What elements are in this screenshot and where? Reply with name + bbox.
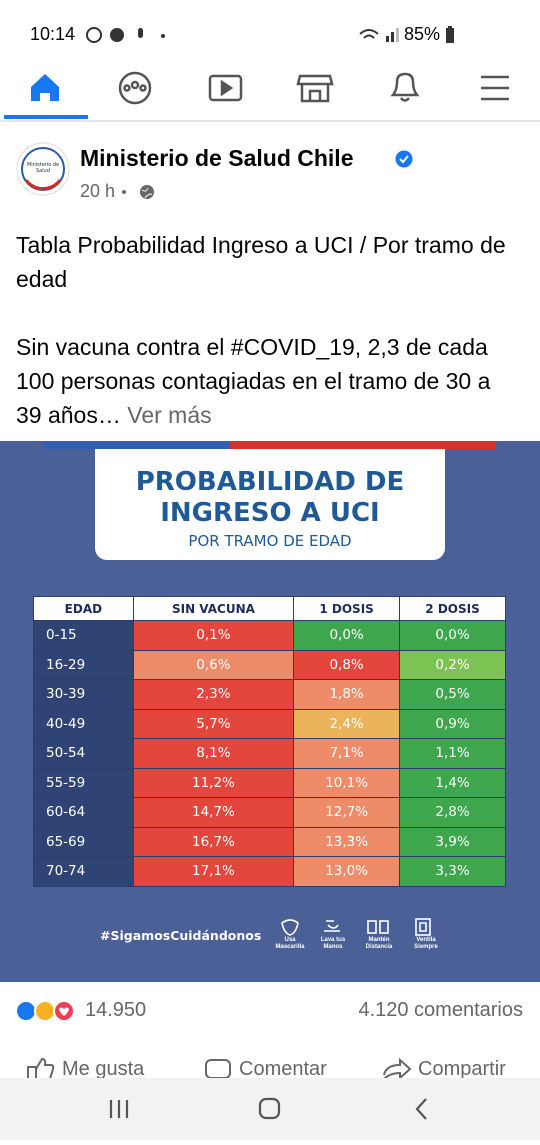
post-text: Sin vacuna contra el #COVID_19, 2,3 de c… <box>16 334 491 428</box>
system-nav-icons <box>109 1097 427 1120</box>
probability-cell: 0,2% <box>399 649 506 680</box>
page-logo[interactable]: Ministerio de Salud <box>16 142 70 196</box>
tip: Lava tus Manos <box>320 937 346 950</box>
share-button[interactable]: Compartir <box>418 1058 506 1080</box>
hashtag: #SigamosCuidándonos <box>100 928 262 943</box>
column-header: 2 DOSIS <box>399 596 506 621</box>
table-row: 40-49 5,7% 2,4% 0,9% <box>33 708 506 739</box>
column-header: SIN VACUNA <box>132 596 295 621</box>
like-button[interactable]: Me gusta <box>62 1058 145 1080</box>
probability-cell: 7,1% <box>293 738 401 769</box>
probability-cell: 2,8% <box>399 797 506 828</box>
comment-button[interactable]: Comentar <box>239 1058 327 1080</box>
audience-icon <box>122 185 154 199</box>
info-title-1: PROBABILIDAD DE <box>135 467 405 497</box>
probability-cell: 11,2% <box>132 767 295 798</box>
header-row: EDAD SIN VACUNA 1 DOSIS 2 DOSIS <box>33 596 506 621</box>
battery-icon <box>446 26 454 43</box>
age-cell: 30-39 <box>33 679 134 710</box>
age-cell: 16-29 <box>33 649 134 680</box>
probability-cell: 1,1% <box>399 738 506 769</box>
status-icons <box>86 27 165 43</box>
see-more[interactable]: Ver más <box>127 402 212 428</box>
info-title-2: INGRESO A UCI <box>160 498 380 528</box>
probability-cell: 0,8% <box>293 649 401 680</box>
recents-button[interactable] <box>109 1100 129 1118</box>
probability-cell: 2,4% <box>293 708 401 739</box>
comment-count[interactable]: 4.120 comentarios <box>358 999 523 1021</box>
tip: Ventila Siempre <box>414 937 438 950</box>
watch-tab[interactable] <box>208 74 243 102</box>
title-card: PROBABILIDAD DE INGRESO A UCI POR TRAMO … <box>95 449 445 560</box>
probability-cell: 17,1% <box>132 856 295 887</box>
marketplace-tab[interactable] <box>296 74 334 103</box>
groups-tab[interactable] <box>118 71 152 105</box>
home-button[interactable] <box>258 1097 281 1120</box>
reaction-count[interactable]: 14.950 <box>85 999 147 1021</box>
age-cell: 60-64 <box>33 797 134 828</box>
age-cell: 55-59 <box>33 767 134 798</box>
menu-tab[interactable] <box>481 75 509 101</box>
logo-text: Ministerio de Salud <box>26 162 60 174</box>
probability-cell: 10,1% <box>293 767 401 798</box>
author[interactable]: Ministerio de Salud Chile <box>80 145 354 171</box>
probability-cell: 0,6% <box>132 649 295 680</box>
signal-icons <box>359 28 399 42</box>
post-title: Tabla Probabilidad Ingreso a UCI / Por t… <box>16 232 506 292</box>
tip: Usa Mascarilla <box>275 937 305 950</box>
probability-cell: 0,0% <box>293 620 401 651</box>
back-button[interactable] <box>415 1098 427 1120</box>
clock: 10:14 <box>30 24 76 44</box>
probability-cell: 12,7% <box>293 797 401 828</box>
age-cell: 70-74 <box>33 856 134 887</box>
nav-bar <box>0 71 540 122</box>
info-subtitle: POR TRAMO DE EDAD <box>188 532 352 550</box>
table-row: 60-64 14,7% 12,7% 2,8% <box>33 797 506 828</box>
table-row: 65-69 16,7% 13,3% 3,9% <box>33 826 506 857</box>
notifications-tab[interactable] <box>390 72 420 102</box>
probability-cell: 0,9% <box>399 708 506 739</box>
probability-cell: 14,7% <box>132 797 295 828</box>
home-tab[interactable] <box>31 74 59 101</box>
probability-cell: 1,4% <box>399 767 506 798</box>
column-header: 1 DOSIS <box>293 596 401 621</box>
probability-cell: 0,5% <box>399 679 506 710</box>
verified-badge <box>395 150 413 168</box>
table-row: 50-54 8,1% 7,1% 1,1% <box>33 738 506 769</box>
probability-cell: 1,8% <box>293 679 401 710</box>
probability-cell: 8,1% <box>132 738 295 769</box>
probability-cell: 16,7% <box>132 826 295 857</box>
probability-cell: 0,0% <box>399 620 506 651</box>
probability-cell: 2,3% <box>132 679 295 710</box>
probability-cell: 0,1% <box>132 620 295 651</box>
tip-icons <box>281 918 431 936</box>
table-row: 70-74 17,1% 13,0% 3,3% <box>33 856 506 887</box>
age-cell: 40-49 <box>33 708 134 739</box>
age-cell: 0-15 <box>33 620 134 651</box>
column-header: EDAD <box>33 596 134 621</box>
table-row: 30-39 2,3% 1,8% 0,5% <box>33 679 506 710</box>
probability-cell: 3,3% <box>399 856 506 887</box>
tip: Mantén Distancia <box>365 937 393 950</box>
age-cell: 65-69 <box>33 826 134 857</box>
age-cell: 50-54 <box>33 738 134 769</box>
reaction-icons <box>15 1000 75 1022</box>
post-time[interactable]: 20 h <box>80 181 116 201</box>
battery-level: 85% <box>404 24 441 44</box>
post-body: Sin vacuna contra el #COVID_19, 2,3 de c… <box>16 330 516 432</box>
probability-cell: 13,3% <box>293 826 401 857</box>
system-nav <box>0 1078 540 1140</box>
probability-cell: 3,9% <box>399 826 506 857</box>
table-row: 55-59 11,2% 10,1% 1,4% <box>33 767 506 798</box>
probability-table: EDAD SIN VACUNA 1 DOSIS 2 DOSIS 0-15 0,1% 0,0%… <box>33 596 506 887</box>
probability-cell: 13,0% <box>293 856 401 887</box>
table-row: 16-29 0,6% 0,8% 0,2% <box>33 649 506 680</box>
probability-cell: 5,7% <box>132 708 295 739</box>
table-row: 0-15 0,1% 0,0% 0,0% <box>33 620 506 651</box>
